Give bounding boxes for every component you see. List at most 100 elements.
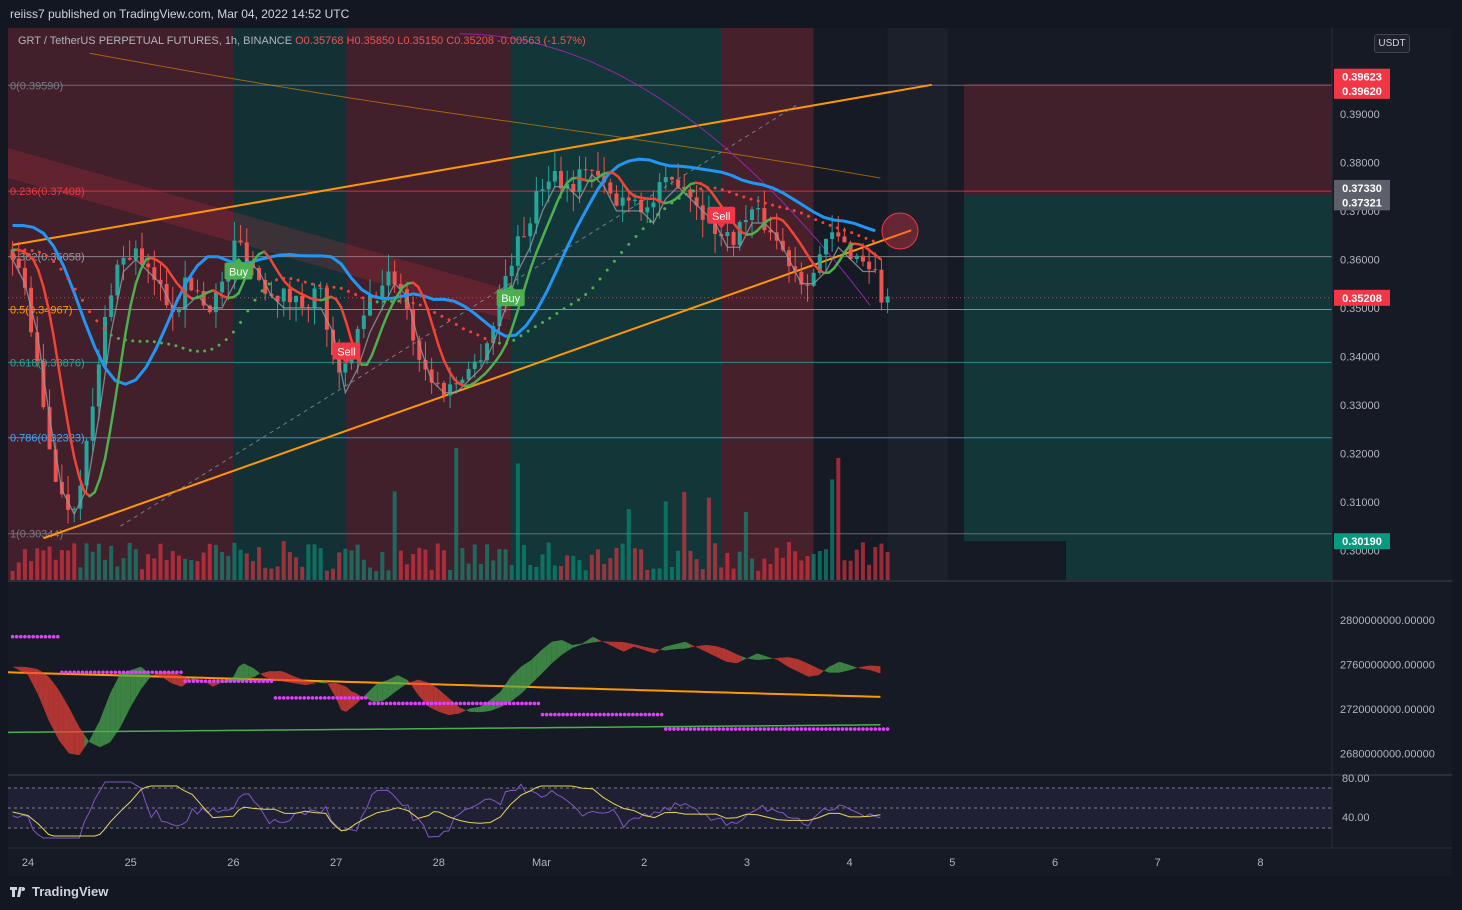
dotted-ma-point	[80, 298, 84, 302]
osc-fill	[443, 693, 450, 716]
dotted-ma-point	[339, 286, 343, 290]
osc-trail-dot	[528, 701, 533, 706]
price-axis: 0.390000.380000.370000.360000.350000.340…	[1331, 28, 1390, 848]
currency-button[interactable]: USDT	[1374, 34, 1410, 53]
osc-trail-dot	[606, 712, 611, 717]
dotted-ma-point	[677, 196, 681, 200]
osc-fill	[17, 666, 23, 673]
candle-body	[41, 360, 46, 408]
fast-ma-segment	[832, 259, 841, 270]
osc-trail-dot	[166, 670, 171, 675]
volume-bar	[201, 552, 206, 581]
osc-trail-dot	[39, 634, 44, 639]
dotted-ma-point	[174, 344, 178, 348]
osc-trail-dot	[700, 727, 705, 731]
osc-fill	[407, 680, 414, 688]
osc-fill	[526, 660, 532, 689]
fast-ma-segment	[422, 295, 430, 314]
candle-body	[595, 170, 600, 176]
osc-trail-dot	[212, 679, 216, 683]
osc-trail-dot	[228, 679, 233, 683]
osc-trail-dot	[688, 727, 693, 731]
tradingview-logo[interactable]: TradingView	[10, 884, 108, 899]
price-label: 0.35208	[1342, 293, 1382, 305]
osc-trail-dot	[733, 727, 738, 731]
osc-trail-dot	[766, 727, 771, 731]
fast-ma-segment	[165, 266, 174, 278]
dotted-ma-point	[641, 227, 645, 231]
candle-body	[614, 193, 619, 206]
fast-ma-segment	[432, 327, 441, 348]
dotted-ma-point	[195, 349, 199, 353]
osc-trail-dot	[450, 701, 454, 706]
dotted-ma-point	[210, 347, 214, 351]
osc-trail-dot	[725, 727, 730, 731]
osc-fill	[772, 657, 778, 661]
legend-low: L0.35150	[397, 35, 444, 47]
volume-bar	[90, 551, 95, 581]
signal-label: Buy	[501, 293, 520, 305]
dotted-ma-point	[612, 259, 616, 263]
osc-trail-dot	[76, 670, 81, 675]
osc-trail-dot	[610, 712, 615, 717]
signal-zone	[8, 28, 234, 581]
dotted-ma-point	[584, 292, 588, 296]
fib-level-label: 0.786(0.32323)	[10, 433, 85, 445]
candle-body	[737, 222, 742, 246]
volume-bar	[793, 551, 798, 581]
candle-body	[811, 272, 816, 286]
price-label: 0.39623	[1342, 72, 1382, 84]
candle-body	[139, 248, 144, 264]
osc-fill	[577, 643, 583, 647]
volume-bar	[663, 501, 668, 581]
volume-bar	[620, 543, 625, 581]
dotted-ma-point	[512, 338, 516, 342]
osc-trail-dot	[35, 634, 40, 639]
dotted-ma-point	[828, 223, 832, 227]
fib-level-label: 1(0.30344)	[10, 529, 63, 541]
candle-body	[263, 279, 268, 294]
candle-body	[466, 368, 471, 380]
volume-bar	[478, 563, 483, 581]
osc-fill	[151, 673, 157, 676]
volume-bar	[355, 544, 360, 581]
candle-body	[324, 287, 329, 330]
volume-bar	[195, 561, 200, 581]
dotted-ma-point	[785, 207, 789, 211]
dotted-ma-point	[591, 286, 595, 290]
volume-bar	[577, 560, 582, 581]
osc-trail-dot	[392, 701, 397, 706]
dotted-ma-point	[224, 338, 228, 342]
osc-trail-dot	[680, 727, 684, 731]
osc-fill	[300, 678, 306, 686]
osc-trail-dot	[438, 701, 442, 706]
osc-fill	[89, 730, 95, 745]
osc-trail-dot	[60, 670, 64, 675]
fast-ma-segment	[72, 456, 81, 479]
volume-bar	[84, 543, 89, 581]
osc-fill	[12, 666, 18, 670]
osc-trail-dot	[544, 712, 549, 717]
dotted-ma-point	[231, 330, 235, 334]
candle-body	[805, 284, 810, 286]
dotted-ma-point	[735, 193, 739, 197]
osc-fill	[710, 645, 717, 657]
fast-ma-segment	[98, 457, 107, 480]
candle-body	[743, 220, 748, 223]
osc-fill	[536, 650, 542, 679]
dotted-ma-point	[368, 298, 372, 302]
time-tick: 26	[227, 857, 239, 869]
fast-ma-segment	[114, 364, 122, 401]
dotted-ma-point	[390, 299, 394, 303]
fast-ma-segment	[617, 175, 625, 186]
osc-fill	[84, 734, 90, 748]
time-tick: 2	[641, 857, 647, 869]
candle-body	[509, 265, 514, 277]
candle-body	[423, 359, 428, 370]
dotted-ma-point	[267, 282, 271, 286]
osc-trail-dot	[290, 696, 294, 700]
step-line	[12, 173, 876, 516]
osc-trail-dot	[585, 712, 590, 717]
fast-ma-segment	[365, 353, 374, 366]
